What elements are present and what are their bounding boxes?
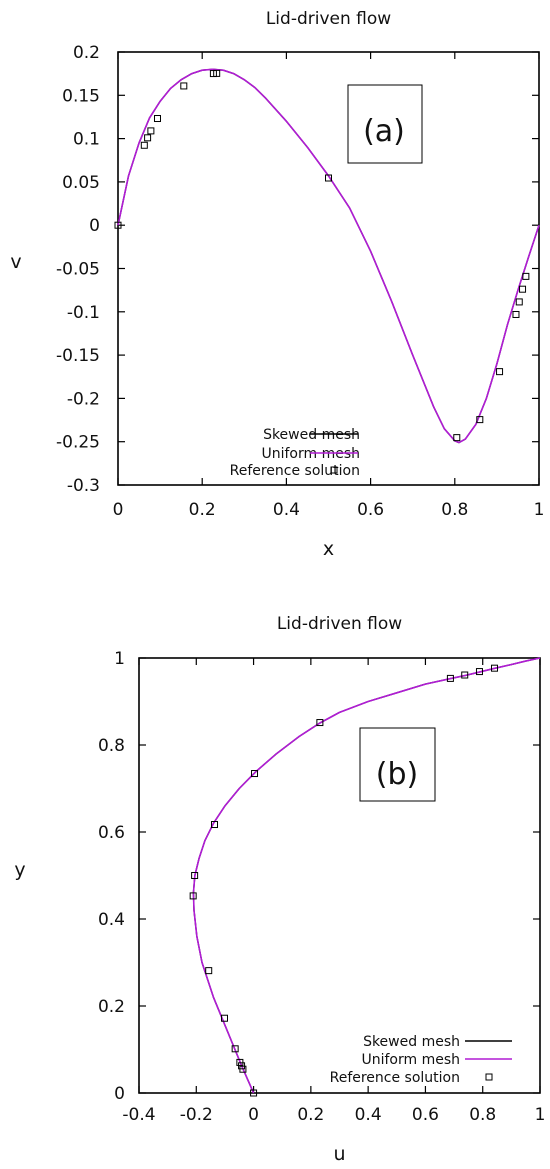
reference-point: [491, 664, 499, 672]
reference-point: [496, 368, 504, 376]
reference-point: [316, 719, 324, 727]
y-tick-label: -0.3: [67, 476, 100, 496]
legend: Skewed mesh Uniform mesh Reference solutio…: [330, 1034, 512, 1086]
plot-frame: [117, 51, 540, 486]
y-tick-label: 0.2: [98, 997, 125, 1017]
x-tick-label: 0.4: [355, 1105, 382, 1125]
reference-point: [461, 671, 469, 679]
x-tick-label: 0.6: [412, 1105, 439, 1125]
chart-panel-b: Lid-driven flow -0.4 -0.2 0 0.2 0.4 0.6 0.8 1 0 0.…: [14, 614, 545, 1165]
reference-point: [236, 1058, 244, 1066]
y-tick-label: 0: [114, 1084, 125, 1104]
y-axis-label: y: [14, 859, 25, 881]
x-tick-label: 0.4: [273, 500, 300, 520]
panel-label: (a): [363, 114, 405, 149]
x-tick-label: 0.2: [189, 500, 216, 520]
reference-point: [191, 872, 199, 879]
panel-label-box: [359, 727, 436, 802]
legend-label: Reference solution: [230, 463, 360, 479]
reference-point: [522, 272, 530, 280]
reference-point: [325, 174, 332, 182]
legend-swatch-marker: [330, 466, 338, 474]
y-tick-label: 0.15: [62, 86, 100, 106]
x-tick-label: 1: [534, 500, 545, 520]
legend-label: Reference solution: [330, 1070, 460, 1086]
series-line-uniform-mesh: [192, 657, 541, 1094]
x-tick-label: -0.4: [122, 1105, 155, 1125]
x-axis-label: x: [323, 538, 334, 560]
reference-point: [251, 770, 259, 778]
x-tick-label: -0.2: [180, 1105, 213, 1125]
reference-point: [189, 892, 197, 900]
reference-point: [153, 115, 161, 123]
x-tick-label: 0.2: [297, 1105, 324, 1125]
reference-point: [231, 1045, 239, 1053]
y-tick-label: -0.2: [67, 389, 100, 409]
y-tick-label: 0.2: [73, 43, 100, 63]
reference-point: [114, 221, 122, 229]
series-line-skewed-mesh: [192, 657, 541, 1094]
x-tick-label: 0.8: [469, 1105, 496, 1125]
legend-label: Skewed mesh: [263, 427, 360, 443]
reference-point: [453, 434, 461, 442]
y-tick-label: 0.4: [98, 910, 125, 930]
series-line-uniform-mesh: [117, 68, 540, 444]
x-tick-label: 0: [248, 1105, 259, 1125]
y-tick-label: 0.1: [73, 130, 100, 150]
legend-label: Uniform mesh: [261, 446, 360, 462]
y-tick-label: -0.05: [56, 260, 100, 280]
reference-point: [476, 416, 484, 424]
reference-point: [475, 668, 483, 676]
x-tick-label: 0: [113, 500, 124, 520]
panel-label-box: [347, 84, 423, 164]
reference-point: [213, 69, 221, 77]
reference-point: [211, 821, 219, 829]
reference-point: [205, 967, 213, 975]
chart-panel-a: Lid-driven flow 0 0.2 0.4 0.6 0.8 1 -0.3 -0.25 -0…: [10, 9, 544, 560]
legend-swatch-marker: [485, 1073, 493, 1081]
reference-point: [147, 127, 155, 135]
chart-title: Lid-driven flow: [266, 9, 391, 29]
reference-point: [250, 1089, 258, 1097]
y-tick-label: 0.8: [98, 736, 125, 756]
plot-frame: [138, 657, 541, 1094]
series-line-skewed-mesh: [117, 68, 540, 444]
y-tick-label: 0.6: [98, 823, 125, 843]
legend-label: Uniform mesh: [361, 1052, 460, 1068]
panel-label: (b): [376, 757, 418, 792]
y-tick-label: 0: [89, 216, 100, 236]
reference-point: [519, 285, 527, 293]
y-tick-label: -0.15: [56, 346, 100, 366]
x-tick-label: 0.8: [441, 500, 468, 520]
reference-point: [515, 298, 523, 306]
reference-point: [512, 310, 520, 318]
y-tick-label: 1: [114, 649, 125, 669]
chart-title: Lid-driven flow: [277, 614, 402, 634]
x-tick-label: 1: [535, 1105, 546, 1125]
reference-point: [220, 1014, 228, 1022]
y-tick-label: 0.05: [62, 173, 100, 193]
reference-point: [144, 134, 152, 142]
reference-point: [140, 141, 148, 149]
y-axis-label: v: [10, 251, 21, 273]
reference-point: [180, 82, 188, 90]
reference-point: [446, 674, 454, 682]
legend-label: Skewed mesh: [363, 1034, 460, 1050]
x-tick-label: 0.6: [357, 500, 384, 520]
x-axis-label: u: [333, 1143, 345, 1165]
y-tick-label: -0.25: [56, 433, 100, 453]
y-tick-label: -0.1: [67, 303, 100, 323]
